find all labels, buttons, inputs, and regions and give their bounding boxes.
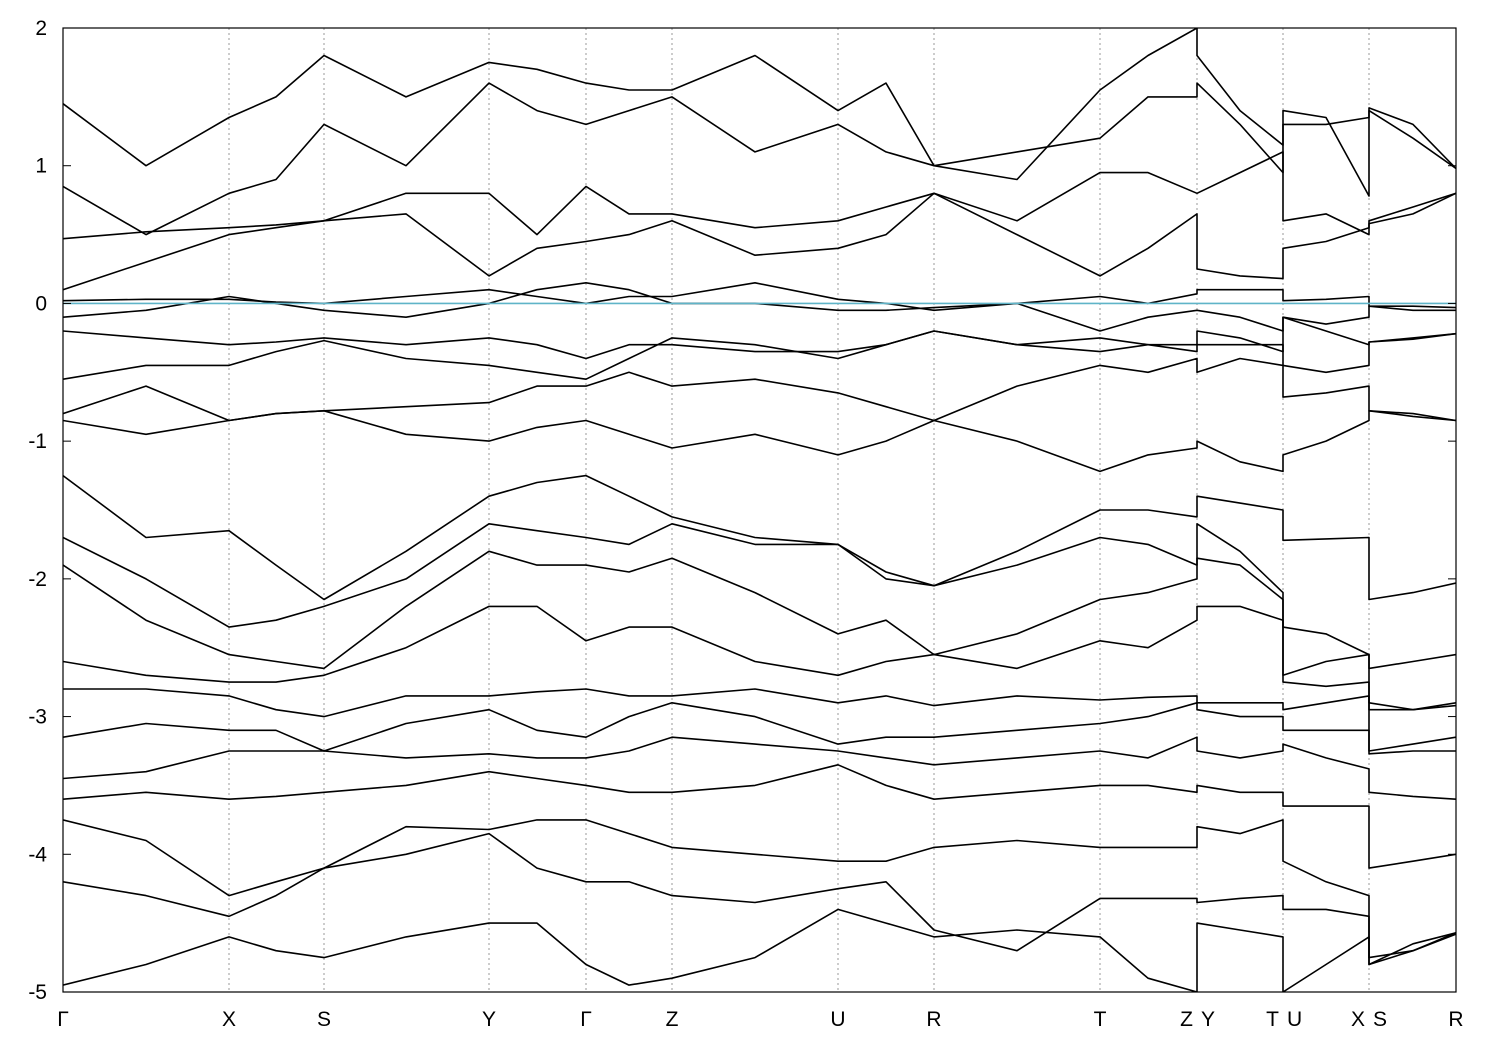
y-tick-label: -3 (28, 706, 47, 729)
band-line (63, 550, 1456, 711)
grid-layer (62, 28, 1457, 992)
band-line (63, 605, 1456, 711)
x-tick-label: S (1373, 1008, 1387, 1031)
band-line (63, 736, 1456, 800)
plot-frame (62, 27, 1457, 993)
band-line (63, 82, 1456, 236)
band-line (63, 28, 1456, 197)
x-tick-label: U (830, 1008, 845, 1031)
band-line (63, 410, 1456, 473)
bands-layer (63, 28, 1456, 992)
y-tick-label: 0 (35, 292, 47, 315)
x-tick-label: Γ (580, 1008, 592, 1031)
x-tick-label: Z (666, 1008, 679, 1031)
y-tick-label: -2 (28, 568, 47, 591)
band-line (63, 357, 1456, 422)
band-line (63, 523, 1456, 670)
band-line (63, 151, 1456, 240)
x-tick-label: R (1448, 1008, 1463, 1031)
x-tick-label: Y (482, 1008, 496, 1031)
x-tick-label: X (1351, 1008, 1365, 1031)
x-tick-label: Y (1201, 1008, 1215, 1031)
y-tick-label: -1 (28, 430, 47, 453)
x-tick-label: Z (1180, 1008, 1193, 1031)
band-line (63, 832, 1456, 959)
band-line (63, 282, 1456, 312)
band-line (63, 764, 1456, 869)
band-line (63, 702, 1456, 755)
x-tick-label: T (1266, 1008, 1279, 1031)
band-line (63, 474, 1456, 601)
x-tick-label: R (926, 1008, 941, 1031)
x-tick-label: T (1094, 1008, 1107, 1031)
x-tick-label: Γ (57, 1008, 69, 1031)
x-tick-label: U (1287, 1008, 1302, 1031)
y-tick-label: 2 (35, 17, 47, 40)
x-tick-label: S (317, 1008, 331, 1031)
y-tick-label: 1 (35, 155, 47, 178)
band-line (63, 819, 1456, 966)
band-line (63, 282, 1456, 332)
band-line (63, 192, 1456, 291)
band-line (63, 330, 1456, 380)
y-tick-label: -5 (28, 981, 47, 1004)
band-line (63, 688, 1456, 752)
band-line (63, 908, 1456, 992)
y-tick-label: -4 (28, 843, 47, 866)
x-tick-label: X (222, 1008, 236, 1031)
